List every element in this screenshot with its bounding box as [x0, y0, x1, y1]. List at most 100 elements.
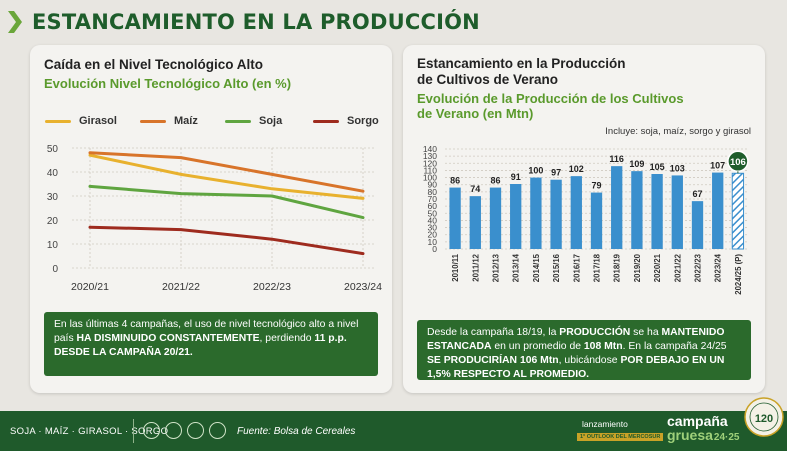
data-label: 109 [629, 159, 644, 169]
campaign-logo-line1: campaña [667, 413, 728, 429]
y-tick-label: 20 [47, 216, 59, 227]
x-tick-label: 2021/22 [673, 253, 682, 282]
y-tick-label: 90 [428, 180, 438, 190]
summary-highlight: 11 p.p. DESDE LA CAMPAÑA 20/21. [54, 333, 347, 358]
legend-swatch [313, 119, 339, 123]
x-tick-label: 2018/19 [613, 253, 622, 282]
y-tick-label: 50 [47, 144, 59, 155]
summary-highlight: MANTENIDO ESTANCADA [427, 327, 725, 352]
x-tick-label: 2020/21 [71, 281, 109, 293]
data-label: 74 [470, 184, 480, 194]
x-tick-label: 2019/20 [633, 253, 642, 282]
bar-202122 [671, 175, 683, 249]
legend-swatch [225, 119, 251, 123]
summary-box: En las últimas 4 campañas, el uso de niv… [44, 312, 378, 376]
corn-icon [165, 422, 182, 439]
data-label: 100 [528, 166, 543, 176]
summary-highlight: HA DISMINUIDO CONSTANTEMENTE [76, 333, 260, 344]
card-title-line2: de Cultivos de Verano [417, 72, 559, 87]
card-subtitle-line2: de Verano (en Mtn) [417, 106, 534, 121]
summary-highlight: PRODUCCIÓN [559, 327, 631, 338]
page-title: ESTANCAMIENTO EN LA PRODUCCIÓN [32, 10, 480, 34]
summary-text: Desde la campaña 18/19, la [427, 327, 560, 338]
chart-legend: Girasol Maíz Soja Sorgo [45, 115, 385, 131]
bar-201920 [631, 171, 643, 249]
y-tick-label: 20 [428, 230, 438, 240]
summary-text: , perdiendo [259, 333, 315, 344]
divider [133, 419, 134, 443]
legend-swatch [45, 119, 71, 123]
bar-202223 [691, 201, 704, 249]
bar-201718 [590, 192, 603, 249]
header: ESTANCAMIENTO EN LA PRODUCCIÓN [8, 6, 480, 38]
x-tick-label: 2022/23 [694, 253, 703, 282]
legend-item-soja: Soja [225, 115, 282, 127]
y-tick-label: 140 [423, 144, 437, 154]
y-tick-label: 0 [432, 244, 437, 254]
bar-201516 [550, 179, 562, 249]
x-tick-label: 2010/11 [451, 253, 460, 281]
bar-202324 [712, 172, 724, 249]
bar-202021 [651, 174, 663, 249]
bar-201819 [611, 166, 623, 249]
legend-item-sorgo: Sorgo [313, 115, 379, 127]
bar-201112 [469, 196, 481, 249]
bar-201011 [449, 187, 461, 249]
production-card: Estancamiento en la Producción de Cultiv… [403, 45, 765, 393]
summary-text: . En la campaña 24/25 [622, 341, 727, 352]
tech-level-card: Caída en el Nivel Tecnológico Alto Evolu… [30, 45, 392, 393]
y-tick-label: 80 [428, 187, 438, 197]
sorghum-icon [209, 422, 226, 439]
bar-201617 [570, 176, 582, 249]
bar-201415 [530, 177, 542, 249]
series-line-girasol [88, 153, 365, 200]
crops-label: SOJA · MAÍZ · GIRASOL · SORGO [10, 426, 169, 437]
card-subtitle-line1: Evolución de la Producción de los Cultiv… [417, 91, 684, 106]
source-label: Fuente: Bolsa de Cereales [237, 426, 356, 437]
x-tick-label: 2023/24 [344, 281, 382, 293]
data-label: 106 [730, 157, 746, 168]
summary-highlight: POR DEBAJO EN UN 1,5% RESPECTO AL PROMED… [427, 355, 725, 380]
soy-icon [143, 422, 160, 439]
institution-seal-icon: 120 [744, 397, 784, 437]
card-subtitle: Evolución Nivel Tecnológico Alto (en %) [44, 76, 292, 91]
y-tick-label: 10 [47, 240, 59, 251]
svg-text:120: 120 [755, 413, 773, 425]
x-tick-label: 2021/22 [162, 281, 200, 293]
x-tick-label: 2023/24 [714, 253, 723, 282]
campaign-logo-line2: gruesa24·25 [667, 427, 740, 443]
data-label: 91 [511, 172, 521, 182]
bar-201213 [489, 187, 502, 249]
data-label: 116 [609, 154, 624, 164]
data-label: 79 [591, 181, 601, 191]
data-label: 97 [551, 168, 561, 178]
bar-201314 [510, 184, 522, 249]
chevron-right-icon [8, 11, 22, 33]
summary-highlight: 108 Mtn [583, 341, 623, 352]
bar-202425 [731, 172, 745, 250]
card-title-line1: Estancamiento en la Producción [417, 56, 626, 71]
launch-label: lanzamiento [582, 419, 628, 429]
x-tick-label: 2022/23 [253, 281, 291, 293]
y-tick-label: 100 [423, 173, 437, 183]
y-tick-label: 110 [423, 165, 437, 175]
y-tick-label: 60 [428, 201, 438, 211]
y-tick-label: 130 [423, 151, 437, 161]
x-tick-label: 2011/12 [471, 253, 480, 281]
y-tick-label: 70 [428, 194, 438, 204]
x-tick-label: 2012/13 [492, 253, 501, 282]
sunflower-icon [187, 422, 204, 439]
line-chart: 0 10 20 30 40 50 2020/21 2021/22 2022/23 2023/24 [47, 144, 382, 293]
data-label: 102 [569, 164, 584, 174]
summary-highlight: SE PRODUCIRÍAN 106 Mtn [427, 355, 559, 366]
y-tick-label: 50 [428, 208, 438, 218]
y-tick-label: 30 [428, 223, 438, 233]
y-tick-label: 40 [428, 215, 438, 225]
legend-item-girasol: Girasol [45, 115, 117, 127]
data-label: 86 [450, 176, 460, 186]
data-label: 105 [650, 162, 665, 172]
summary-text: En las últimas 4 campañas, el uso de niv… [54, 319, 359, 344]
bar-chart: 0102030405060708090100110120130140862010… [423, 144, 749, 295]
x-tick-label: 2015/16 [552, 253, 561, 282]
y-tick-label: 40 [47, 168, 59, 179]
